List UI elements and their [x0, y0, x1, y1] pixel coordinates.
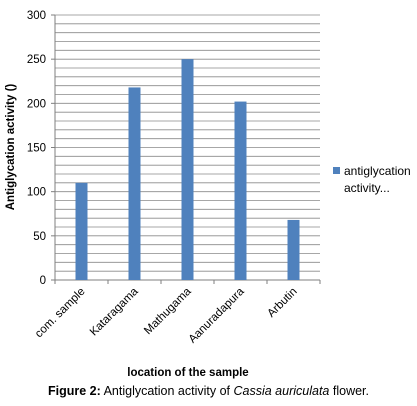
x-tick-label-0: com. sample — [33, 286, 88, 341]
bar-chart: 0 50 100 150 200 250 300 com. sample Kataragama… — [5, 10, 411, 379]
legend-label-line-1: antiglycation — [344, 164, 411, 178]
legend-swatch — [333, 167, 340, 174]
bar-2 — [181, 59, 194, 280]
y-tick-label-0: 0 — [40, 275, 46, 287]
caption-text-after: flower. — [329, 384, 369, 398]
bar-3 — [234, 101, 247, 280]
bars — [75, 59, 300, 280]
y-tick-label-50: 50 — [33, 231, 46, 243]
x-tick-label-1: Kataragama — [88, 285, 141, 338]
y-tick-label-150: 150 — [27, 143, 46, 155]
y-tick-label-250: 250 — [27, 54, 46, 66]
y-axis-label: Antiglycation activity () — [5, 84, 17, 211]
bar-1 — [128, 87, 141, 280]
x-tick-label-4: Arbutin — [265, 286, 299, 320]
caption-label: Figure 2: — [48, 384, 101, 398]
caption-species: Cassia auriculata — [233, 384, 330, 398]
x-axis-label: location of the sample — [127, 367, 248, 379]
legend-label-line-2: activity... — [344, 181, 390, 195]
y-tick-label-100: 100 — [27, 187, 46, 199]
caption-text-before: Antiglycation activity of — [100, 384, 234, 398]
x-tick-label-3: Aanuradapura — [187, 285, 247, 345]
y-tick-labels: 0 50 100 150 200 250 300 — [27, 10, 46, 287]
x-tick-labels: com. sample Kataragama MathugamaAanuradapu… — [33, 285, 300, 345]
bar-4 — [287, 219, 300, 280]
legend: antiglycation activity... — [333, 164, 411, 195]
x-tick-label-2: Mathugama — [142, 285, 194, 337]
bar-0 — [75, 182, 88, 280]
y-tick-label-300: 300 — [27, 10, 46, 22]
y-tick-label-200: 200 — [27, 98, 46, 110]
figure-caption: Figure 2: Antiglycation activity of Cass… — [0, 384, 417, 398]
